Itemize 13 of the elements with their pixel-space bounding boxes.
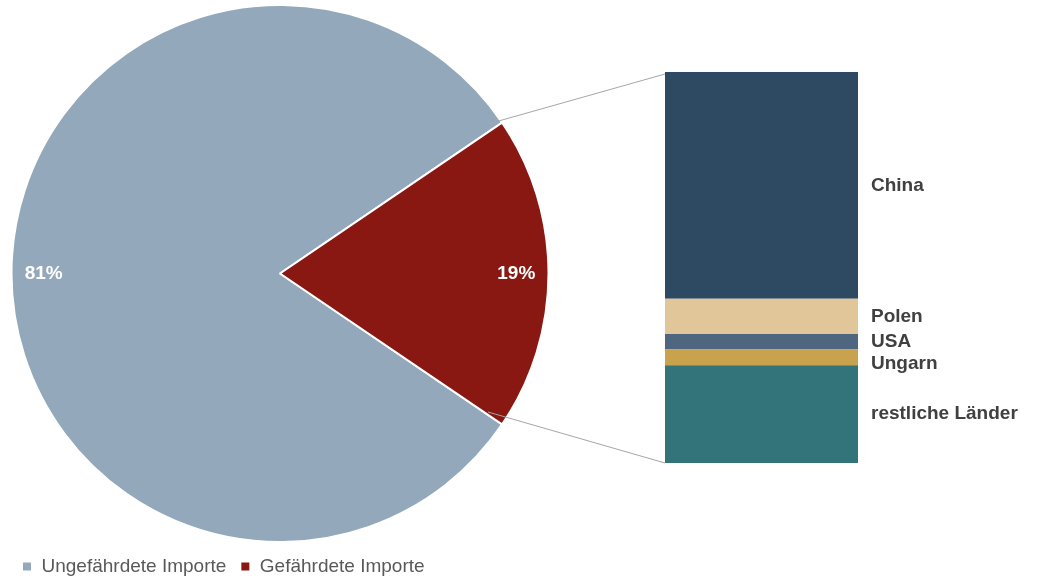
series-label: Polen: [871, 304, 923, 326]
series-label: restliche Länder: [871, 402, 1019, 424]
legend-label: Ungefährdete Importe: [41, 554, 227, 576]
series-label: China: [871, 173, 925, 195]
bar: [665, 333, 858, 350]
data-label: 81%: [24, 261, 63, 283]
bar: [665, 365, 858, 463]
bar: [665, 72, 858, 299]
bar: [665, 349, 858, 366]
legend-label: Gefährdete Importe: [259, 554, 425, 576]
series-label: USA: [871, 330, 912, 352]
bar: [665, 298, 858, 334]
series-label: Ungarn: [871, 352, 938, 374]
